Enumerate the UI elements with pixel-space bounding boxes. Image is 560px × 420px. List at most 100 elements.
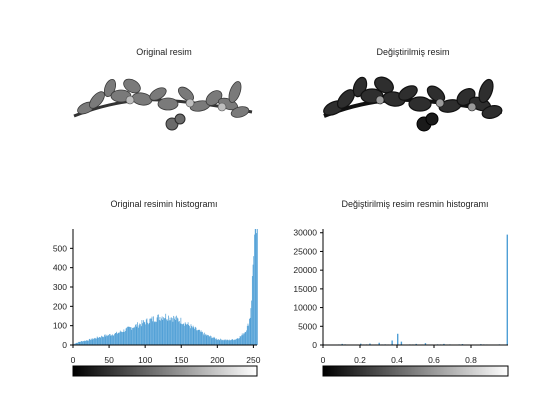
histogram-bar — [133, 328, 135, 345]
histogram-bar — [153, 316, 154, 345]
original-histogram-title: Original resimin histogramı — [110, 199, 217, 209]
histogram-bar — [94, 337, 96, 345]
histogram-bar — [191, 326, 193, 345]
histogram-bar — [174, 318, 175, 345]
histogram-bar — [162, 319, 164, 345]
histogram-bar — [186, 324, 188, 345]
histogram-bar — [251, 276, 253, 345]
histogram-bar — [229, 340, 231, 345]
histogram-bar — [132, 327, 134, 345]
histogram-bar — [119, 330, 121, 345]
histogram-bar — [130, 327, 131, 345]
histogram-bar — [142, 323, 143, 345]
histogram-bar — [168, 315, 169, 345]
histogram-bar — [117, 333, 119, 345]
histogram-bar — [246, 325, 248, 345]
histogram-bar — [88, 339, 90, 345]
histogram-bar — [85, 340, 87, 345]
histogram-bar — [183, 323, 185, 345]
histogram-bar — [153, 321, 155, 345]
histogram-bar — [239, 336, 241, 345]
histogram-spike — [443, 343, 445, 345]
histogram-bar — [180, 317, 182, 345]
histogram-bar — [120, 331, 122, 345]
modified-histogram-y-ticks: 0 5000 10000 15000 20000 25000 30000 — [293, 228, 323, 350]
original-histogram-x-tick-label: 50 — [104, 355, 114, 365]
original-histogram-x-tick-label: 200 — [210, 355, 224, 365]
modified-histogram-y-tick-label: 5000 — [298, 321, 317, 331]
histogram-bar — [142, 320, 144, 345]
histogram-bar — [241, 335, 242, 345]
modified-histogram-chart: Değiştirilmiş resim resmin histogramı 0 5… — [293, 199, 509, 377]
original-histogram-y-tick-label: 400 — [53, 263, 67, 273]
modified-histogram-x-tick-label: 0.2 — [354, 355, 366, 365]
histogram-bar — [204, 332, 206, 345]
histogram-bar — [118, 332, 120, 345]
histogram-bar — [200, 330, 202, 345]
histogram-bar — [238, 338, 240, 345]
histogram-bar — [135, 324, 136, 345]
histogram-bar — [119, 332, 120, 345]
histogram-bar — [176, 315, 177, 345]
histogram-bar — [147, 322, 149, 345]
histogram-bar — [149, 318, 151, 345]
histogram-bar — [76, 342, 78, 345]
histogram-bar — [86, 340, 88, 345]
histogram-bar — [218, 339, 219, 345]
histogram-bar — [171, 317, 172, 345]
histogram-bar — [109, 334, 110, 345]
modified-histogram-x-tick-label: 0.8 — [465, 355, 477, 365]
histogram-bar — [161, 318, 162, 345]
modified-histogram-x-tick-label: 0 — [321, 355, 326, 365]
histogram-bar — [81, 341, 83, 345]
histogram-bar — [155, 321, 157, 345]
modified-histogram-y-tick-label: 30000 — [293, 228, 317, 238]
histogram-bar — [155, 321, 156, 345]
histogram-bar — [123, 329, 125, 345]
histogram-bar — [222, 339, 224, 345]
histogram-bar — [145, 319, 147, 345]
histogram-bar — [163, 317, 164, 345]
histogram-bar — [257, 229, 258, 345]
modified-histogram-x-tick-label: 0.4 — [391, 355, 403, 365]
histogram-bar — [143, 321, 145, 345]
histogram-bar — [141, 320, 143, 345]
histogram-bar — [96, 336, 98, 345]
histogram-bar — [129, 326, 131, 345]
original-histogram-y-tick-label: 0 — [62, 340, 67, 350]
histogram-bar — [99, 337, 101, 345]
histogram-bar — [241, 333, 243, 345]
histogram-bar — [207, 334, 208, 345]
histogram-bar — [108, 335, 110, 345]
histogram-bar — [103, 337, 105, 345]
histogram-bar — [101, 335, 102, 345]
histogram-bar — [130, 327, 132, 345]
histogram-bar — [80, 341, 81, 345]
histogram-bar — [212, 337, 213, 345]
histogram-bar — [106, 335, 107, 345]
histogram-bar — [172, 321, 174, 345]
histogram-bar — [195, 327, 197, 345]
histogram-bar — [77, 342, 79, 345]
modified-histogram-y-tick-label: 10000 — [293, 303, 317, 313]
histogram-bar — [125, 328, 127, 345]
histogram-bar — [174, 316, 176, 345]
histogram-bar — [168, 320, 170, 345]
histogram-bar — [231, 339, 233, 345]
histogram-bar — [128, 326, 130, 345]
original-histogram-y-tick-label: 200 — [53, 301, 67, 311]
histogram-bar — [205, 334, 206, 345]
histogram-bar — [181, 323, 182, 345]
original-histogram-colorbar — [72, 365, 258, 377]
histogram-bar — [74, 343, 76, 345]
histogram-bar — [137, 322, 138, 345]
histogram-bar — [187, 324, 188, 345]
histogram-bar — [217, 339, 219, 345]
histogram-bar — [234, 339, 236, 345]
histogram-bar — [82, 341, 84, 345]
histogram-bar — [177, 318, 179, 345]
histogram-bar — [140, 326, 142, 345]
histogram-bar — [131, 329, 133, 345]
histogram-bar — [151, 316, 153, 345]
histogram-bar — [83, 341, 85, 345]
